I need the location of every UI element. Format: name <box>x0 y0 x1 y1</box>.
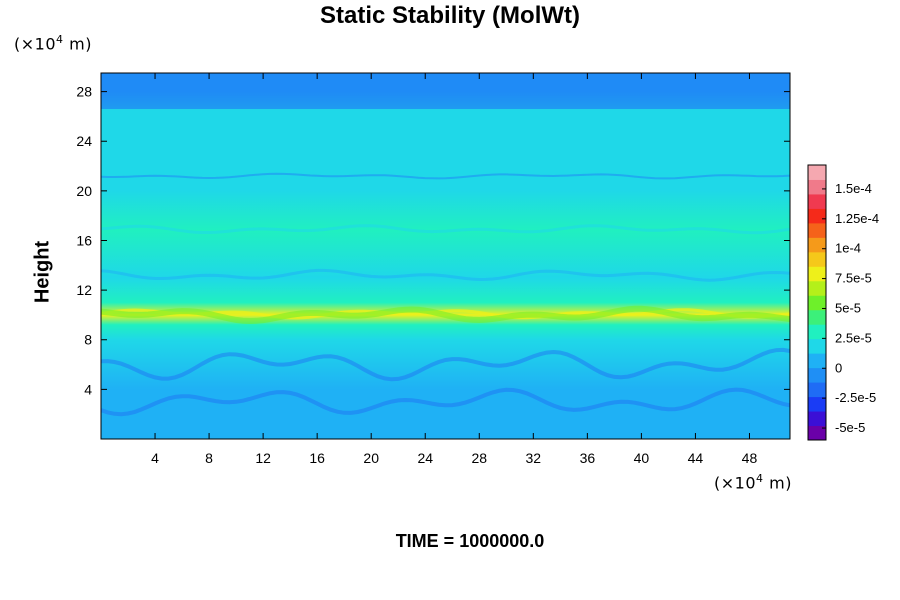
chart-title: Static Stability (MolWt) <box>320 2 580 29</box>
x-tick-label: 8 <box>205 450 213 466</box>
x-axis: 4 8 12 16 20 24 28 32 36 40 44 48 <box>151 73 757 466</box>
x-tick-label: 28 <box>471 450 487 466</box>
y-axis: 4 8 12 16 20 24 28 <box>76 84 790 397</box>
time-label: TIME = 1000000.0 <box>395 531 545 551</box>
plot-area <box>100 72 791 440</box>
field-texture <box>101 73 790 417</box>
field-streak <box>101 305 790 325</box>
colorbar-label: -2.5e-5 <box>835 390 876 405</box>
plot-frame <box>100 72 791 440</box>
colorbar-segment <box>808 411 826 427</box>
colorbar-segment <box>808 367 826 383</box>
x-tick-label: 44 <box>688 450 704 466</box>
colorbar-segment <box>808 324 826 340</box>
colorbar-segment <box>808 425 826 441</box>
colorbar-segment <box>808 280 826 296</box>
colorbar-label: 2.5e-5 <box>835 330 872 345</box>
stability-field <box>101 73 790 439</box>
colorbar-label: 1e-4 <box>835 241 861 256</box>
colorbar-segment <box>808 266 826 282</box>
colorbar-segment <box>808 382 826 398</box>
colorbar-segment <box>808 179 826 195</box>
x-axis-unit: (×104 m) <box>714 472 792 493</box>
colorbar-segment <box>808 353 826 369</box>
y-tick-label: 16 <box>76 232 92 248</box>
x-tick-label: 24 <box>417 450 433 466</box>
y-tick-label: 8 <box>84 332 92 348</box>
colorbar-segment <box>808 295 826 311</box>
field-streak <box>101 172 790 180</box>
x-tick-label: 48 <box>742 450 758 466</box>
colorbar-segment <box>808 338 826 354</box>
y-tick-label: 12 <box>76 282 92 298</box>
x-tick-label: 16 <box>309 450 325 466</box>
x-tick-label: 20 <box>363 450 379 466</box>
y-tick-label: 24 <box>76 133 92 149</box>
colorbar-segment <box>808 309 826 325</box>
field-streak <box>101 268 790 282</box>
field-streak <box>101 387 790 417</box>
colorbar-segment <box>808 237 826 253</box>
field-streak <box>101 224 790 235</box>
y-tick-label: 28 <box>76 84 92 100</box>
y-tick-label: 20 <box>76 183 92 199</box>
colorbar-label: 1.5e-4 <box>835 181 872 196</box>
colorbar-label: 1.25e-4 <box>835 211 879 226</box>
colorbar-segment <box>808 396 826 412</box>
colorbar-label: -5e-5 <box>835 420 865 435</box>
x-tick-label: 40 <box>634 450 650 466</box>
colorbar-segment <box>808 222 826 238</box>
x-tick-label: 12 <box>255 450 271 466</box>
upper-layer-band <box>101 73 790 109</box>
colorbar-segment <box>808 193 826 209</box>
colorbar-frame <box>807 164 827 441</box>
y-tick-label: 4 <box>84 381 92 397</box>
field-streak <box>101 347 790 382</box>
x-tick-label: 36 <box>580 450 596 466</box>
x-tick-label: 4 <box>151 450 159 466</box>
colorbar-segment <box>808 165 826 180</box>
colorbar-segment <box>808 251 826 267</box>
colorbar: 1.5e-4 1.25e-4 1e-4 7.5e-5 5e-5 2.5e-5 0 -2.5e-… <box>807 164 879 441</box>
colorbar-label: 5e-5 <box>835 300 861 315</box>
colorbar-label: 7.5e-5 <box>835 271 872 286</box>
colorbar-label: 0 <box>835 360 842 375</box>
y-axis-unit: (×104 m) <box>14 33 92 54</box>
colorbar-segment <box>808 208 826 224</box>
x-tick-label: 32 <box>526 450 542 466</box>
